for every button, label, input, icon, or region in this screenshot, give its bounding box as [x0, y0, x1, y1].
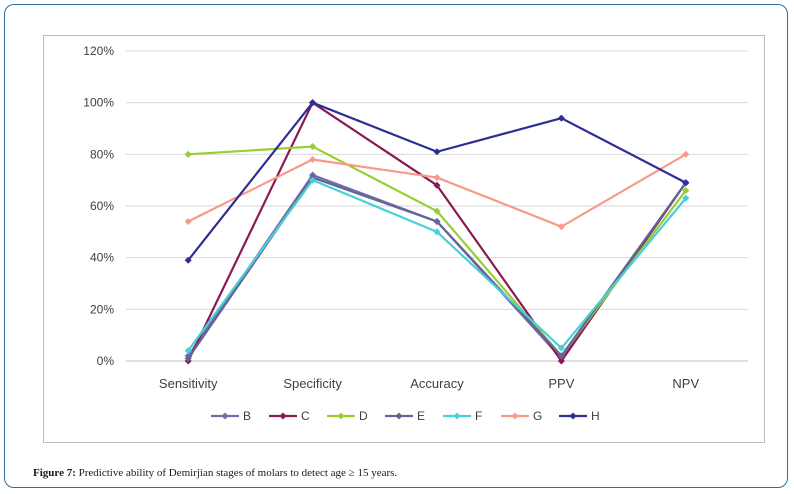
series-line — [187, 173, 687, 360]
data-point — [557, 352, 565, 360]
data-point — [184, 354, 192, 362]
legend-swatch-marker — [337, 412, 345, 420]
data-point — [309, 155, 317, 164]
chart-area: 0% 20% 40% 60% 80% 100% 120% Sensitivity Specif… — [43, 35, 765, 443]
series-E — [184, 174, 690, 362]
legend-label: C — [301, 409, 310, 423]
y-axis-ticks: 0% 20% 40% 60% 80% 100% 120% — [83, 44, 114, 368]
figure-caption: Figure 7: Predictive ability of Demirjia… — [33, 467, 397, 479]
x-category-label: Accuracy — [410, 376, 464, 391]
data-point — [682, 194, 690, 202]
legend-item-H: H — [559, 409, 600, 423]
series-lines — [184, 99, 690, 365]
data-point — [433, 207, 441, 215]
data-point — [433, 228, 441, 236]
x-category-label: PPV — [548, 376, 574, 391]
figure-frame: 0% 20% 40% 60% 80% 100% 120% Sensitivity Specif… — [4, 4, 788, 488]
y-tick-label: 0% — [97, 354, 115, 368]
series-G — [184, 150, 690, 231]
line-chart: 0% 20% 40% 60% 80% 100% 120% Sensitivity Specif… — [83, 44, 748, 423]
y-tick-label: 40% — [90, 251, 114, 265]
data-point — [433, 174, 441, 182]
y-tick-label: 20% — [90, 302, 114, 316]
data-point — [433, 148, 441, 156]
series-H — [184, 99, 690, 264]
legend-item-D: D — [327, 409, 368, 423]
data-point — [184, 217, 192, 226]
legend-swatch-marker — [569, 412, 577, 420]
data-point — [682, 179, 690, 187]
data-point — [433, 181, 441, 189]
y-tick-label: 120% — [83, 44, 114, 58]
data-point — [557, 114, 565, 122]
data-point — [184, 256, 192, 264]
legend-label: H — [591, 409, 600, 423]
caption-text: Predictive ability of Demirjian stages o… — [75, 467, 398, 479]
y-tick-label: 60% — [90, 199, 114, 213]
data-point — [309, 99, 317, 107]
data-point — [309, 176, 317, 184]
x-category-label: Sensitivity — [159, 376, 218, 391]
legend-label: D — [359, 409, 368, 423]
data-point — [557, 344, 565, 352]
data-point — [682, 150, 690, 158]
data-point — [309, 143, 317, 151]
x-category-label: Specificity — [283, 376, 342, 391]
series-B — [184, 171, 690, 362]
data-point — [184, 347, 192, 355]
series-D — [184, 143, 690, 360]
legend-item-B: B — [211, 409, 251, 423]
legend-swatch-marker — [453, 412, 461, 420]
data-point — [682, 186, 690, 195]
legend-item-F: F — [443, 409, 482, 423]
legend-swatch-marker — [511, 412, 519, 420]
legend-item-G: G — [501, 409, 542, 423]
data-point — [184, 150, 192, 158]
data-point — [433, 217, 441, 226]
x-category-label: NPV — [672, 376, 699, 391]
legend-label: G — [533, 409, 542, 423]
data-point — [557, 357, 565, 365]
legend-label: F — [475, 409, 482, 423]
x-axis-categories: Sensitivity Specificity Accuracy PPV NPV — [159, 376, 700, 391]
legend-item-E: E — [385, 409, 425, 423]
legend-label: E — [417, 409, 425, 423]
caption-label: Figure 7: — [33, 467, 76, 479]
y-tick-label: 100% — [83, 96, 114, 110]
legend-swatch-marker — [221, 412, 229, 420]
legend-item-C: C — [269, 409, 310, 423]
data-point — [557, 223, 565, 231]
series-F — [184, 176, 690, 355]
y-tick-label: 80% — [90, 147, 114, 161]
legend-label: B — [243, 409, 251, 423]
series-line — [187, 101, 687, 261]
legend: B C D E F G H — [211, 409, 600, 423]
legend-swatch-marker — [395, 412, 403, 420]
legend-swatch-marker — [279, 412, 287, 420]
